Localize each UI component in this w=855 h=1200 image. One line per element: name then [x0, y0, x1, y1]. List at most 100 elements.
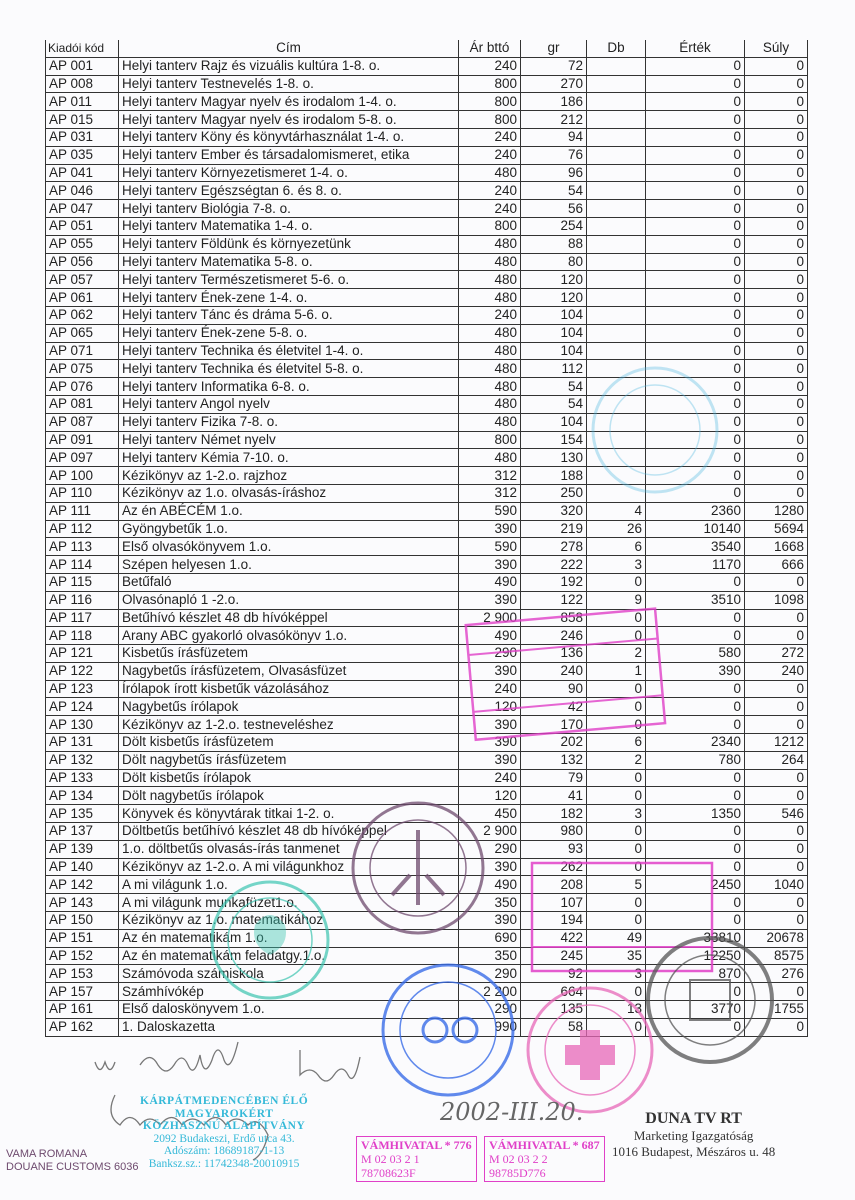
cell-weight: 0	[744, 163, 808, 183]
cell-price: 312	[458, 483, 521, 503]
table-row: AP 100 Kézikönyv az 1-2.o. rajzhoz 312 188 0…	[45, 466, 808, 485]
cell-gr: 270	[520, 74, 587, 94]
cell-gr: 76	[520, 145, 587, 165]
table-row: AP 150 Kézikönyv az 1.o. matematikához 390…	[45, 911, 808, 930]
cell-code: AP 152	[45, 946, 119, 966]
cell-db: 0	[586, 608, 646, 628]
table-row: AP 157 Számhívókép 2 200 664 0 0 0	[45, 982, 808, 1002]
cell-value: 0	[645, 92, 745, 112]
cell-gr: 54	[520, 394, 587, 414]
cell-title: Helyi tanterv Német nyelv	[118, 430, 459, 450]
cell-db: 0	[586, 822, 646, 841]
cell-code: AP 062	[45, 305, 119, 325]
cell-db: 5	[586, 875, 646, 895]
cell-value: 0	[645, 270, 745, 290]
header-price: Ár bttó	[458, 40, 521, 58]
header-title: Cím	[118, 40, 459, 58]
duna-address: 1016 Budapest, Mészáros u. 48	[612, 1144, 776, 1159]
cell-code: AP 117	[45, 608, 119, 628]
cell-db: 3	[586, 555, 646, 574]
table-row: AP 035 Helyi tanterv Ember és társadalomi…	[45, 145, 808, 165]
cell-code: AP 113	[45, 537, 119, 557]
cell-value: 0	[645, 626, 745, 646]
cell-price: 800	[458, 216, 521, 236]
cell-title: Kézikönyv az 1-2.o. A mi világunkhoz	[118, 857, 459, 877]
cell-value: 0	[645, 56, 745, 76]
cell-weight: 0	[744, 56, 808, 76]
cell-weight: 0	[744, 1017, 808, 1037]
cell-weight: 0	[744, 305, 808, 325]
cell-value: 0	[645, 911, 745, 930]
cell-weight: 0	[744, 74, 808, 94]
cell-weight: 1098	[744, 590, 808, 610]
price-table: Kiadói kód Cím Ár bttó gr Db Érték Súly …	[45, 40, 808, 1037]
cell-code: AP 031	[45, 127, 119, 147]
table-row: AP 140 Kézikönyv az 1-2.o. A mi világunkh…	[45, 857, 808, 877]
cell-gr: 240	[520, 661, 587, 681]
cell-db	[586, 341, 646, 361]
cell-title: Dölt nagybetűs írásfüzetem	[118, 750, 459, 770]
cell-weight: 240	[744, 661, 808, 681]
table-row: AP 046 Helyi tanterv Egészségtan 6. és 8.…	[45, 181, 808, 201]
table-row: AP 075 Helyi tanterv Technika és életvite…	[45, 359, 808, 379]
table-row: AP 055 Helyi tanterv Földünk és környezet…	[45, 234, 808, 254]
cell-price: 390	[458, 911, 521, 930]
cell-gr: 250	[520, 483, 587, 503]
cell-value: 390	[645, 661, 745, 681]
cell-price: 240	[458, 145, 521, 165]
cell-value: 0	[645, 394, 745, 414]
table-row: AP 076 Helyi tanterv Informatika 6-8. o. 4…	[45, 377, 808, 396]
cell-code: AP 157	[45, 982, 119, 1002]
cell-value: 0	[645, 839, 745, 859]
cell-weight: 0	[744, 839, 808, 859]
table-row: AP 015 Helyi tanterv Magyar nyelv és irod…	[45, 110, 808, 129]
cell-value: 10140	[645, 519, 745, 539]
cell-gr: 56	[520, 199, 587, 218]
cell-weight: 5694	[744, 519, 808, 539]
cell-code: AP 091	[45, 430, 119, 450]
cell-value: 0	[645, 768, 745, 788]
table-row: AP 115 Betűfaló 490 192 0 0 0	[45, 572, 808, 592]
cell-code: AP 056	[45, 252, 119, 272]
cell-value: 0	[645, 893, 745, 913]
cell-db: 4	[586, 501, 646, 521]
cell-code: AP 114	[45, 555, 119, 574]
cell-db	[586, 466, 646, 485]
cell-value: 2360	[645, 501, 745, 521]
cell-gr: 980	[520, 822, 587, 841]
cell-price: 2 200	[458, 982, 521, 1002]
cell-value: 0	[645, 412, 745, 432]
cell-db	[586, 216, 646, 236]
cell-weight: 0	[744, 466, 808, 485]
cell-weight: 0	[744, 448, 808, 468]
cell-weight: 0	[744, 715, 808, 735]
cell-weight: 1755	[744, 1000, 808, 1019]
cell-gr: 194	[520, 911, 587, 930]
cell-title: Helyi tanterv Környezetismeret 1-4. o.	[118, 163, 459, 183]
cell-db: 0	[586, 697, 646, 717]
cell-gr: 132	[520, 750, 587, 770]
cell-weight: 0	[744, 697, 808, 717]
cell-value: 0	[645, 234, 745, 254]
cell-code: AP 071	[45, 341, 119, 361]
cell-weight: 0	[744, 252, 808, 272]
cell-price: 450	[458, 804, 521, 824]
cell-gr: 254	[520, 216, 587, 236]
cell-gr: 136	[520, 644, 587, 663]
cell-gr: 96	[520, 163, 587, 183]
cell-gr: 54	[520, 377, 587, 396]
cell-db	[586, 163, 646, 183]
table-row: AP 087 Helyi tanterv Fizika 7-8. o. 480 104…	[45, 412, 808, 432]
cell-gr: 192	[520, 572, 587, 592]
table-row: AP 124 Nagybetűs írólapok 120 42 0 0 0	[45, 697, 808, 717]
table-row: AP 047 Helyi tanterv Biológia 7-8. o. 240 5…	[45, 199, 808, 218]
cell-title: Helyi tanterv Magyar nyelv és irodalom 1…	[118, 92, 459, 112]
cell-title: Nagybetűs írásfüzetem, Olvasásfüzet	[118, 661, 459, 681]
handwritten-date: 2002-III.20.	[440, 1098, 584, 1126]
cell-db	[586, 394, 646, 414]
cell-price: 490	[458, 572, 521, 592]
cell-value: 0	[645, 448, 745, 468]
cell-value: 0	[645, 199, 745, 218]
table-row: AP 139 1.o. döltbetűs olvasás-írás tanmen…	[45, 839, 808, 859]
cell-price: 480	[458, 323, 521, 343]
